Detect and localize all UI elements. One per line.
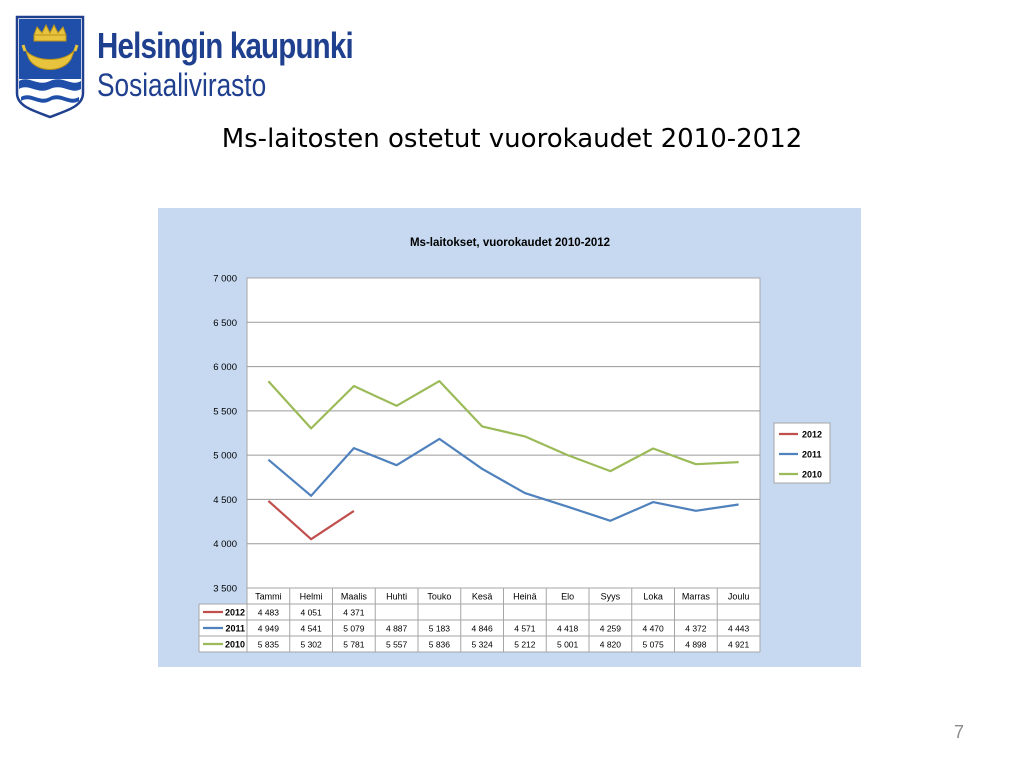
- plot-area: [246, 277, 761, 589]
- series-line-2011: [267, 437, 739, 522]
- data-label: 5 183: [429, 624, 451, 634]
- department-name: Sosiaalivirasto: [97, 67, 267, 103]
- chart-panel: Ms-laitokset, vuorokaudet 2010-2012 3 500…: [158, 208, 861, 667]
- x-tick-label: Maalis: [341, 592, 368, 602]
- table-series-name: 2012: [225, 608, 245, 618]
- data-label: 4 846: [471, 624, 493, 634]
- y-tick-label: 4 000: [213, 539, 237, 550]
- organization-header: Helsingin kaupunki Sosiaalivirasto: [97, 26, 409, 104]
- table-body-bg: [199, 604, 760, 652]
- data-label: 5 302: [300, 640, 322, 650]
- data-label: 4 372: [685, 624, 707, 634]
- data-label: 4 371: [343, 608, 365, 618]
- y-tick-label: 3 500: [213, 584, 237, 595]
- legend-label: 2012: [802, 430, 822, 440]
- x-tick-label: Kesä: [472, 592, 493, 602]
- x-tick-label: Heinä: [513, 592, 537, 602]
- legend-label: 2011: [802, 450, 822, 460]
- data-label: 5 835: [258, 640, 280, 650]
- data-label: 5 324: [471, 640, 493, 650]
- x-tick-label: Elo: [561, 592, 574, 602]
- x-tick-label: Huhti: [386, 592, 407, 602]
- series-line-2012: [267, 500, 355, 541]
- data-label: 4 259: [600, 624, 622, 634]
- series-line-2010: [267, 380, 739, 473]
- x-tick-label: Marras: [682, 592, 711, 602]
- x-tick-label: Tammi: [255, 592, 282, 602]
- y-tick-label: 6 500: [213, 318, 237, 329]
- x-tick-label: Loka: [643, 592, 663, 602]
- y-tick-label: 5 000: [213, 451, 237, 462]
- data-label: 4 820: [600, 640, 622, 650]
- data-label: 5 212: [514, 640, 536, 650]
- x-tick-label: Touko: [427, 592, 451, 602]
- data-label: 4 541: [300, 624, 322, 634]
- data-label: 5 836: [429, 640, 451, 650]
- data-label: 4 443: [728, 624, 750, 634]
- data-label: 4 921: [728, 640, 750, 650]
- slide-title: Ms-laitosten ostetut vuorokaudet 2010-20…: [221, 124, 803, 154]
- data-label: 4 887: [386, 624, 408, 634]
- x-tick-label: Joulu: [728, 592, 750, 602]
- data-label: 4 949: [258, 624, 280, 634]
- chart-title: Ms-laitokset, vuorokaudet 2010-2012: [410, 237, 610, 249]
- data-label: 5 557: [386, 640, 408, 650]
- x-tick-label: Syys: [601, 592, 621, 602]
- data-label: 4 470: [642, 624, 664, 634]
- data-label: 5 075: [642, 640, 664, 650]
- data-label: 4 051: [300, 608, 322, 618]
- data-label: 5 079: [343, 624, 365, 634]
- data-label: 5 001: [557, 640, 579, 650]
- helsinki-crest-logo: [15, 15, 85, 119]
- y-tick-label: 4 500: [213, 495, 237, 506]
- data-label: 4 418: [557, 624, 579, 634]
- data-label: 4 898: [685, 640, 707, 650]
- y-tick-label: 6 000: [213, 362, 237, 373]
- page-number: 7: [953, 722, 964, 742]
- data-label: 5 781: [343, 640, 365, 650]
- line-chart: Ms-laitokset, vuorokaudet 2010-2012 3 500…: [198, 237, 831, 653]
- x-tick-label: Helmi: [300, 592, 323, 602]
- y-tick-label: 7 000: [213, 274, 237, 285]
- data-label: 4 483: [258, 608, 280, 618]
- table-series-name: 2010: [225, 640, 245, 650]
- legend-label: 2010: [802, 470, 822, 480]
- y-tick-label: 5 500: [213, 406, 237, 417]
- data-label: 4 571: [514, 624, 536, 634]
- table-series-name: 2011: [225, 624, 245, 634]
- organization-name: Helsingin kaupunki: [97, 25, 354, 66]
